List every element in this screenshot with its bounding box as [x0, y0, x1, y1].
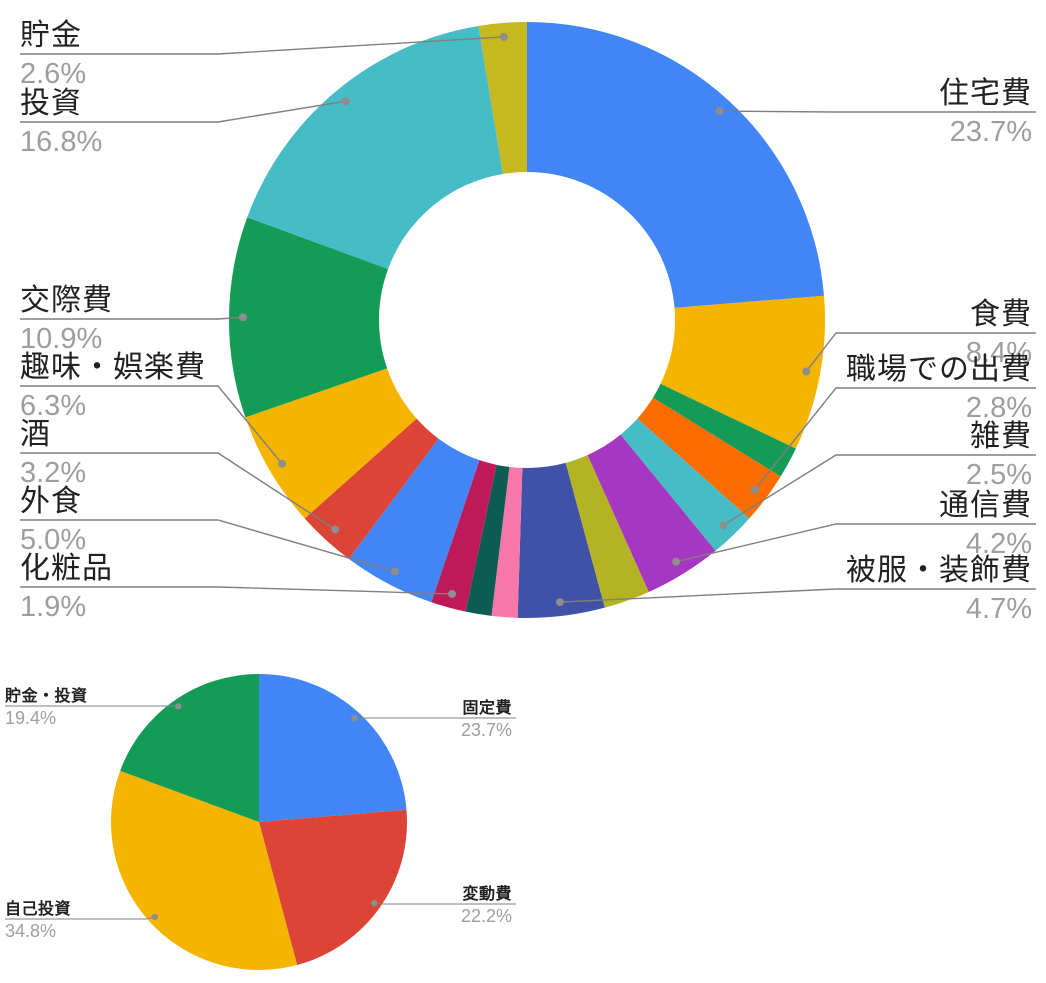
- chart0-anchor-dot-14: [239, 313, 248, 322]
- chart0-anchor-dot-15: [341, 97, 350, 106]
- chart0-anchor-dot-7: [555, 598, 564, 607]
- chart0-leader-line-1: [805, 332, 1036, 372]
- chart1-anchor-dot-2: [151, 913, 158, 921]
- chart0-slice-7[interactable]: [517, 462, 605, 618]
- chart0-anchor-dot-1: [802, 367, 811, 376]
- chart0-slice-12[interactable]: [304, 418, 439, 559]
- chart1-anchor-dot-1: [371, 899, 378, 907]
- chart0-slice-13[interactable]: [245, 368, 417, 519]
- chart0-slice-11[interactable]: [348, 438, 480, 603]
- chart0-slice-10[interactable]: [431, 460, 497, 612]
- chart0-slice-6[interactable]: [565, 455, 649, 608]
- chart0-leader-line-5: [675, 523, 1036, 563]
- chart1-slice-1[interactable]: [259, 809, 408, 966]
- chart0-slice-16[interactable]: [478, 22, 527, 174]
- chart0-slice-1[interactable]: [660, 295, 826, 449]
- chart0-leader-line-0: [719, 110, 1036, 113]
- chart1-leader-line-1: [374, 902, 516, 905]
- chart1-slice-0[interactable]: [259, 674, 407, 822]
- chart0-leader-line-3: [754, 387, 1036, 491]
- chart1-slice-3[interactable]: [120, 674, 259, 822]
- chart0-anchor-dot-4: [719, 521, 728, 530]
- chart0-anchor-dot-11: [390, 567, 399, 576]
- chart0-leader-line-12: [20, 452, 336, 531]
- chart0-leader-line-15: [20, 100, 347, 123]
- chart0-slice-8[interactable]: [491, 466, 523, 618]
- chart0-leader-line-10: [20, 586, 453, 595]
- chart0-slice-2[interactable]: [652, 383, 796, 477]
- chart0-anchor-dot-0: [715, 107, 724, 116]
- chart0-slice-14[interactable]: [229, 217, 389, 418]
- chart0-anchor-dot-13: [278, 459, 287, 468]
- chart0-slice-5[interactable]: [587, 434, 716, 592]
- chart0-slice-4[interactable]: [620, 418, 750, 551]
- chart0-leader-line-4: [722, 454, 1036, 526]
- chart0-anchor-dot-5: [672, 557, 681, 566]
- chart0-anchor-dot-12: [331, 525, 340, 534]
- chart0-leader-line-14: [20, 316, 244, 320]
- chart0-leader-line-13: [20, 385, 283, 465]
- slices-group: [110, 21, 826, 971]
- chart0-anchor-dot-3: [750, 485, 759, 494]
- chart0-slice-9[interactable]: [465, 464, 510, 616]
- chart1-slice-2[interactable]: [110, 770, 298, 971]
- chart0-leader-line-16: [20, 36, 504, 55]
- chart0-anchor-dot-16: [499, 32, 508, 41]
- chart0-leader-line-11: [20, 519, 396, 573]
- chart0-slice-15[interactable]: [247, 25, 503, 269]
- leader-lines-group: [5, 36, 1036, 920]
- chart1-anchor-dot-3: [175, 703, 182, 710]
- chart1-anchor-dot-0: [351, 715, 358, 722]
- chart0-slice-3[interactable]: [637, 397, 781, 519]
- chart0-slice-0[interactable]: [527, 21, 825, 308]
- anchor-dots-group: [151, 32, 811, 921]
- chart0-leader-line-7: [559, 588, 1036, 603]
- chart0-anchor-dot-10: [448, 589, 457, 598]
- chart1-leader-line-2: [5, 916, 155, 920]
